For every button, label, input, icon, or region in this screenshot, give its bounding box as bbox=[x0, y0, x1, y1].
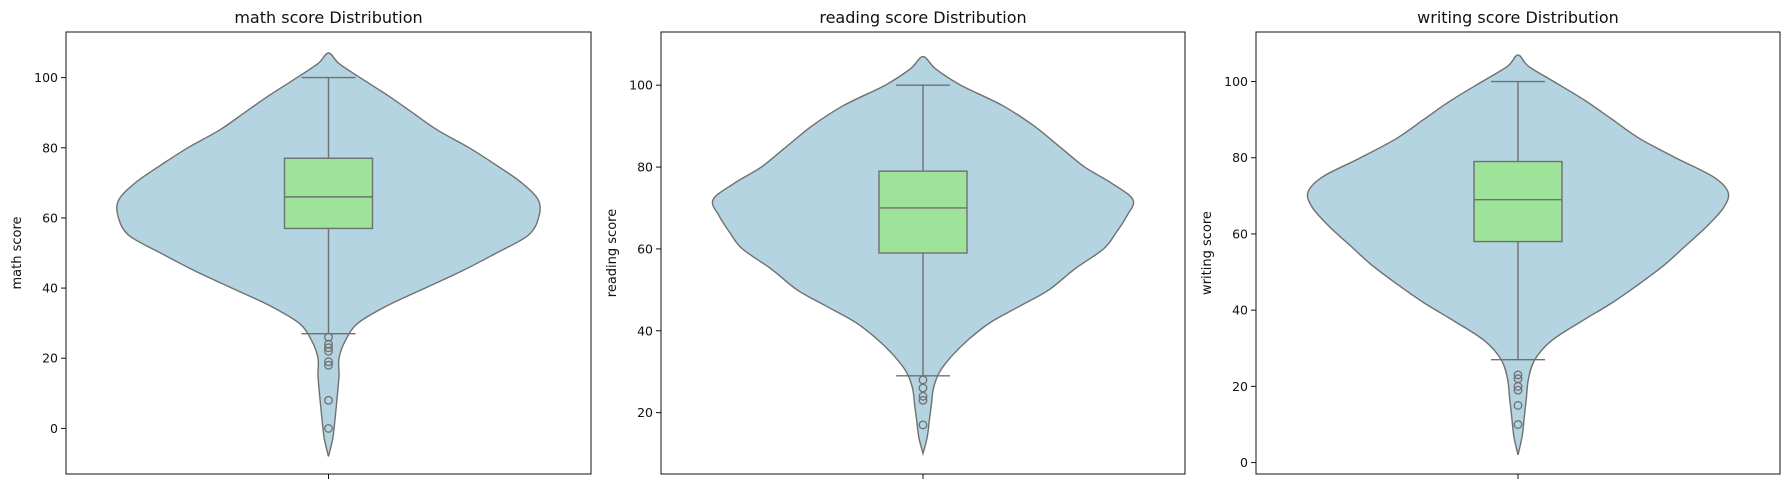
y-tick-label: 20 bbox=[637, 405, 653, 420]
y-tick-label: 40 bbox=[42, 281, 58, 296]
outlier-point bbox=[324, 360, 333, 370]
iqr-box bbox=[1473, 160, 1563, 243]
panel-math-score: math score Distribution math score 0 20 40… bbox=[10, 8, 592, 479]
y-tick-label: 80 bbox=[637, 160, 653, 175]
plot-area: 0 20 40 60 80 100 bbox=[34, 31, 592, 479]
plot-area: 0 20 40 60 80 100 bbox=[1224, 31, 1781, 479]
outlier-point bbox=[324, 346, 333, 356]
y-tick-label: 40 bbox=[1232, 303, 1248, 318]
outlier-point bbox=[1513, 400, 1523, 410]
y-tick-label: 100 bbox=[34, 70, 58, 85]
y-tick-label: 100 bbox=[1224, 74, 1248, 89]
chart-title: writing score Distribution bbox=[1417, 8, 1619, 27]
y-tick-label: 100 bbox=[629, 78, 653, 93]
outlier-point bbox=[1513, 420, 1523, 429]
y-axis-label: reading score bbox=[605, 209, 620, 297]
y-tick-label: 0 bbox=[1240, 455, 1248, 470]
outlier-point bbox=[324, 343, 333, 353]
outlier-point bbox=[324, 395, 333, 405]
y-tick-label: 60 bbox=[42, 210, 58, 225]
outlier-point bbox=[918, 391, 928, 401]
y-tick-label: 80 bbox=[1232, 150, 1248, 165]
y-tick-label: 40 bbox=[637, 323, 653, 338]
y-axis-label: math score bbox=[10, 216, 25, 289]
y-tick-label: 60 bbox=[637, 241, 653, 256]
chart-title: math score Distribution bbox=[234, 8, 422, 27]
plot-area: 20 40 60 80 100 bbox=[629, 31, 1186, 479]
outlier-point bbox=[918, 395, 928, 405]
outlier-point bbox=[1513, 385, 1523, 395]
panel-reading-score: reading score Distribution reading score… bbox=[605, 8, 1186, 479]
y-tick-label: 60 bbox=[1232, 226, 1248, 241]
y-axis-label: writing score bbox=[1200, 211, 1215, 295]
outlier-point bbox=[1513, 370, 1523, 380]
y-tick-label: 80 bbox=[42, 140, 58, 155]
y-tick-label: 0 bbox=[50, 421, 58, 436]
chart-title: reading score Distribution bbox=[819, 8, 1026, 27]
outlier-point bbox=[324, 423, 333, 433]
outlier-point bbox=[918, 420, 928, 430]
y-tick-label: 20 bbox=[42, 351, 58, 366]
iqr-box bbox=[878, 170, 968, 254]
outlier-point bbox=[324, 357, 333, 367]
outlier-point bbox=[1513, 381, 1523, 391]
iqr-box bbox=[283, 157, 374, 230]
y-tick-label: 20 bbox=[1232, 379, 1248, 394]
panel-writing-score: writing score Distribution writing score… bbox=[1200, 8, 1781, 479]
